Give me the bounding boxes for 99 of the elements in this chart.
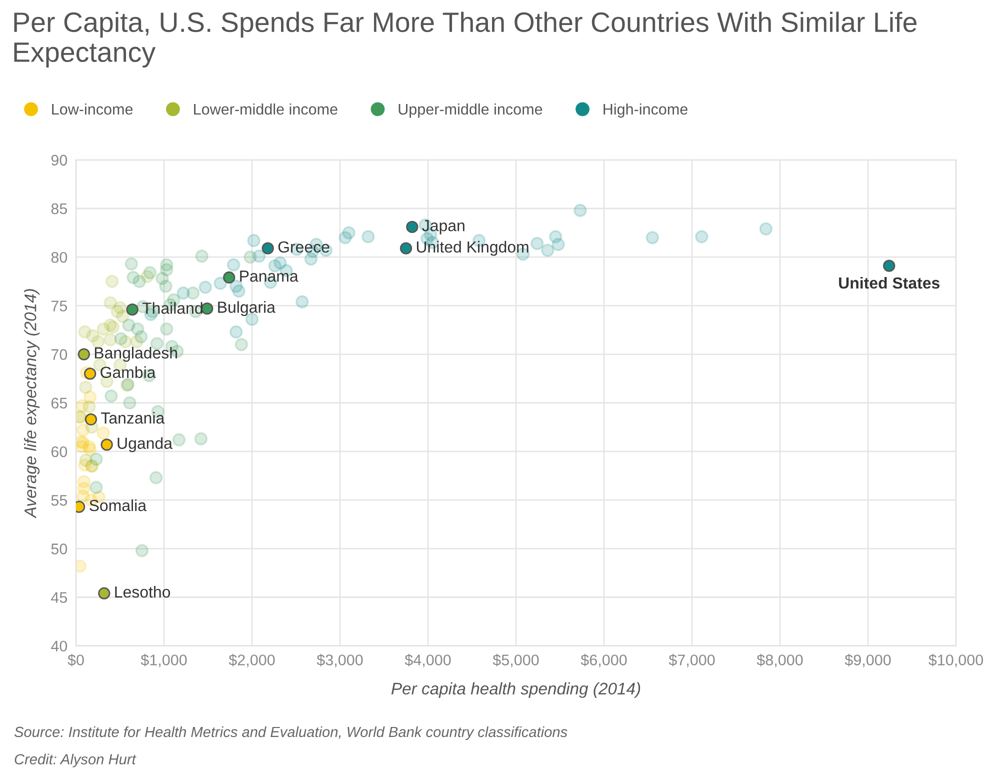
data-label: Greece [278, 241, 330, 253]
point [84, 413, 98, 426]
point [106, 320, 120, 334]
point [304, 252, 318, 266]
point [883, 260, 896, 272]
point [114, 332, 128, 346]
y-tick-label: 70 [51, 349, 68, 360]
x-tick-label: $5,000 [492, 654, 539, 668]
point [100, 438, 113, 451]
x-tick-label: $8,000 [756, 654, 803, 668]
point [362, 230, 375, 244]
point [552, 238, 565, 252]
point [172, 433, 186, 446]
point [90, 452, 103, 466]
point [124, 257, 138, 271]
x-tick-label: $7,000 [668, 654, 715, 668]
point [78, 348, 90, 360]
y-tick-label: 65 [51, 398, 68, 409]
y-tick-label: 55 [51, 495, 68, 506]
text: Credit: Alyson Hurt [14, 754, 136, 768]
point [530, 236, 544, 250]
data-label: Bulgaria [218, 301, 276, 316]
data-label: Uganda [118, 437, 172, 452]
point [159, 280, 172, 293]
legend-label: High-income [604, 103, 688, 118]
point [84, 368, 96, 380]
point [160, 322, 174, 336]
y-tick-label: 90 [51, 154, 68, 166]
point [123, 396, 136, 410]
x-tick-label: $2,000 [228, 654, 275, 668]
y-tick-label: 85 [51, 203, 68, 214]
x-axis-title: Per capita health spending (2014) [391, 682, 640, 698]
point [149, 471, 163, 484]
point [247, 234, 260, 248]
y-tick-label: 45 [51, 592, 68, 603]
point [262, 242, 274, 254]
point [143, 266, 157, 280]
point [104, 389, 118, 403]
x-tick-label: $4,000 [404, 654, 451, 668]
data-label: United Kingdom [416, 240, 528, 256]
point [252, 249, 266, 263]
data-label: Lesotho [115, 586, 170, 598]
point [574, 204, 587, 218]
point [232, 284, 246, 298]
point [338, 231, 352, 244]
x-tick-label: $9,000 [844, 654, 891, 668]
x-tick-label: $10,000 [928, 654, 984, 668]
y-tick-label: 60 [51, 446, 68, 458]
point [132, 274, 146, 288]
x-tick-label: $1,000 [140, 654, 187, 668]
data-label: Japan [422, 220, 464, 234]
data-label: United States [839, 276, 940, 289]
point [135, 544, 149, 558]
x-tick-label: $3,000 [316, 654, 363, 668]
x-tick-label: $0 [68, 654, 84, 666]
point [223, 271, 236, 284]
point [646, 231, 660, 244]
legend-label: Low-income [52, 103, 133, 115]
point [400, 242, 412, 254]
data-label: Tanzania [101, 412, 165, 424]
point [695, 230, 708, 244]
legend-label: Lower-middle income [194, 103, 338, 115]
point [198, 280, 212, 294]
point [104, 296, 117, 310]
y-tick-label: 50 [51, 544, 68, 554]
y-axis-title: Average life expectancy (2014) [24, 289, 40, 518]
point [234, 338, 248, 352]
y-tick-label: 80 [51, 252, 68, 263]
point [226, 258, 240, 272]
data-label: Panama [240, 270, 298, 282]
y-tick-label: 75 [51, 300, 68, 312]
point [194, 432, 208, 446]
point [195, 249, 208, 263]
point [104, 333, 117, 346]
point [79, 380, 92, 394]
point [759, 222, 773, 236]
point [230, 325, 243, 339]
chart-title: Per Capita, U.S. Spends Far More Than Other Countries With Similar Life Expectancy [14, 12, 916, 68]
point [176, 286, 190, 300]
point [296, 295, 309, 308]
point [113, 300, 127, 314]
point [105, 274, 119, 288]
point [90, 480, 103, 494]
point [126, 303, 138, 316]
point [541, 244, 554, 257]
point [98, 587, 110, 600]
source-note: Source: Institute for Health Metrics and Evaluation, World Bank country classifications [14, 726, 568, 740]
y-tick-label: 40 [51, 640, 68, 652]
data-label: Bangladesh [94, 346, 177, 362]
legend-label: Upper-middle income [398, 103, 542, 118]
point [82, 400, 96, 414]
data-label: Somalia [90, 499, 147, 512]
x-tick-label: $6,000 [580, 654, 627, 668]
point [406, 220, 418, 234]
point [134, 330, 148, 344]
point [96, 426, 110, 440]
point [83, 442, 97, 456]
data-label: Gambia [100, 366, 156, 378]
point [214, 276, 227, 290]
